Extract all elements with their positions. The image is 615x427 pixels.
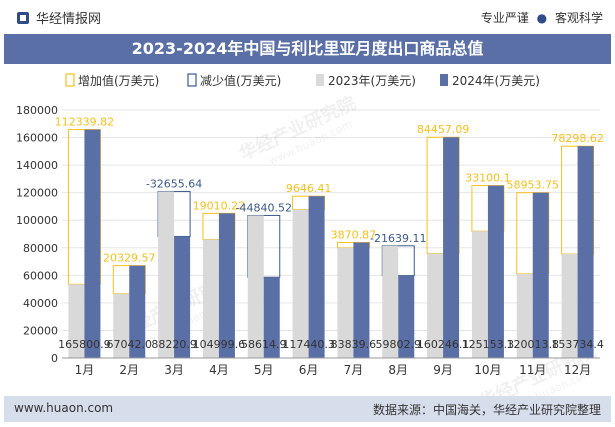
- y-tick-label-5: 100000: [16, 214, 58, 227]
- bar-2024-0: [84, 129, 101, 358]
- y-tick-label-8: 160000: [16, 132, 58, 145]
- value-2024-label-11: 153734.4: [551, 338, 604, 351]
- bar-2024-10: [532, 192, 549, 358]
- bar-2024-8: [443, 137, 460, 358]
- bar-2023-9: [471, 231, 488, 358]
- legend-label-2: 2023年(万美元): [328, 74, 416, 88]
- header: 华经情报网 专业严谨 ● 客观科学: [0, 0, 615, 36]
- x-tick-label-6: 7月: [344, 363, 364, 377]
- y-tick-label-3: 60000: [23, 269, 58, 282]
- axes: 0 20000 40000 60000 80000 100000 120000 140000 1…: [16, 104, 600, 377]
- legend-label-0: 增加值(万美元): [78, 73, 159, 88]
- legend-swatch-0: [65, 73, 75, 87]
- tagline-separator: ●: [536, 11, 548, 25]
- legend: 增加值(万美元) 减少值(万美元) 2023年(万美元) 2024年(万美元): [65, 73, 540, 88]
- y-tick-label-4: 80000: [23, 242, 58, 255]
- x-tick-label-8: 9月: [433, 363, 453, 377]
- x-tick-label-10: 11月: [519, 363, 546, 377]
- x-tick-label-7: 8月: [388, 363, 408, 377]
- y-tick-label-1: 20000: [23, 324, 58, 337]
- value-2024-label-3: 104999.6: [193, 338, 246, 351]
- bar-2023-0: [68, 284, 85, 358]
- footer-website[interactable]: www.huaon.com: [14, 401, 114, 415]
- change-label-4: -44840.52: [236, 201, 292, 214]
- legend-swatch-3: [440, 74, 448, 86]
- bar-2024-3: [218, 213, 235, 358]
- bar-2023-10: [516, 273, 533, 358]
- y-tick-label-0: 0: [51, 352, 58, 365]
- value-2024-label-1: 67042.0: [107, 338, 153, 351]
- footer: www.huaon.com 数据来源：中国海关，华经产业研究院整理: [4, 396, 611, 422]
- chart-title: 2023-2024年中国与利比里亚月度出口商品总值: [4, 34, 611, 64]
- bar-2023-7: [382, 245, 399, 358]
- tagline-1: 专业严谨: [480, 11, 529, 25]
- bar-2023-3: [202, 239, 219, 358]
- change-label-10: 58953.75: [507, 179, 560, 192]
- value-2024-label-9: 125153.3: [462, 338, 515, 351]
- tagline-2: 客观科学: [554, 11, 603, 25]
- x-tick-label-1: 2月: [119, 363, 139, 377]
- change-label-2: -32655.64: [146, 177, 202, 190]
- value-2024-label-5: 117440.3: [282, 338, 335, 351]
- legend-label-1: 减少值(万美元): [200, 73, 281, 88]
- legend-swatch-2: [316, 74, 324, 86]
- chart: 增加值(万美元) 减少值(万美元) 2023年(万美元) 2024年(万美元) 华经产…: [16, 73, 604, 396]
- y-tick-label-6: 120000: [16, 187, 58, 200]
- value-2024-label-0: 165800.9: [58, 338, 111, 351]
- value-2024-label-8: 160246.1: [417, 338, 470, 351]
- change-label-1: 20329.57: [103, 252, 156, 265]
- bar-2023-11: [561, 254, 578, 358]
- value-2024-label-7: 59802.9: [376, 338, 422, 351]
- x-tick-label-4: 5月: [254, 363, 274, 377]
- y-tick-label-2: 40000: [23, 297, 58, 310]
- y-tick-label-7: 140000: [16, 159, 58, 172]
- bars: [67, 129, 595, 358]
- value-2024-label-6: 83839.6: [331, 338, 377, 351]
- x-tick-label-0: 1月: [75, 363, 95, 377]
- x-tick-label-2: 3月: [164, 363, 184, 377]
- legend-swatch-1: [187, 73, 197, 87]
- x-tick-label-3: 4月: [209, 363, 229, 377]
- grid: [62, 109, 600, 331]
- change-label-8: 84457.09: [417, 123, 470, 136]
- bar-2023-5: [292, 209, 309, 358]
- change-label-6: 3870.87: [331, 228, 377, 241]
- value-2024-label-2: 88220.9: [151, 338, 197, 351]
- value-2024-label-4: 58614.9: [241, 338, 287, 351]
- bar-2024-7: [398, 275, 415, 358]
- bar-2024-11: [577, 146, 594, 358]
- bar-2024-4: [263, 277, 280, 358]
- bar-2024-5: [308, 196, 325, 358]
- bar-2024-6: [353, 242, 370, 358]
- bar-2023-1: [113, 293, 130, 358]
- brand[interactable]: 华经情报网: [16, 8, 101, 27]
- bar-2023-6: [337, 247, 354, 358]
- change-label-7: -21639.11: [370, 232, 426, 245]
- data-labels: 112339.82 165800.9 20329.57 67042.0 -32655.6…: [55, 116, 604, 351]
- change-label-0: 112339.82: [55, 116, 115, 129]
- x-tick-label-9: 10月: [474, 363, 501, 377]
- change-label-9: 33100.1: [465, 172, 511, 185]
- bar-2023-4: [247, 215, 264, 358]
- bar-2024-2: [174, 236, 191, 358]
- footer-source: 数据来源：中国海关，华经产业研究院整理: [372, 403, 601, 417]
- y-tick-label-9: 180000: [16, 104, 58, 117]
- brand-logo-icon: [17, 11, 29, 24]
- change-label-5: 9646.41: [286, 182, 332, 195]
- brand-name: 华经情报网: [36, 12, 102, 27]
- change-label-3: 19010.22: [193, 199, 246, 212]
- bar-2024-9: [487, 185, 504, 358]
- value-2024-label-10: 120013.8: [507, 338, 560, 351]
- x-tick-label-11: 12月: [564, 363, 591, 377]
- bar-2024-1: [129, 265, 146, 358]
- x-tick-label-5: 6月: [299, 363, 319, 377]
- tagline: 专业严谨 ● 客观科学: [481, 9, 603, 26]
- legend-label-3: 2024年(万美元): [452, 74, 540, 88]
- bar-2023-2: [158, 191, 175, 358]
- bar-2023-8: [427, 253, 444, 358]
- change-label-11: 78298.62: [551, 132, 604, 145]
